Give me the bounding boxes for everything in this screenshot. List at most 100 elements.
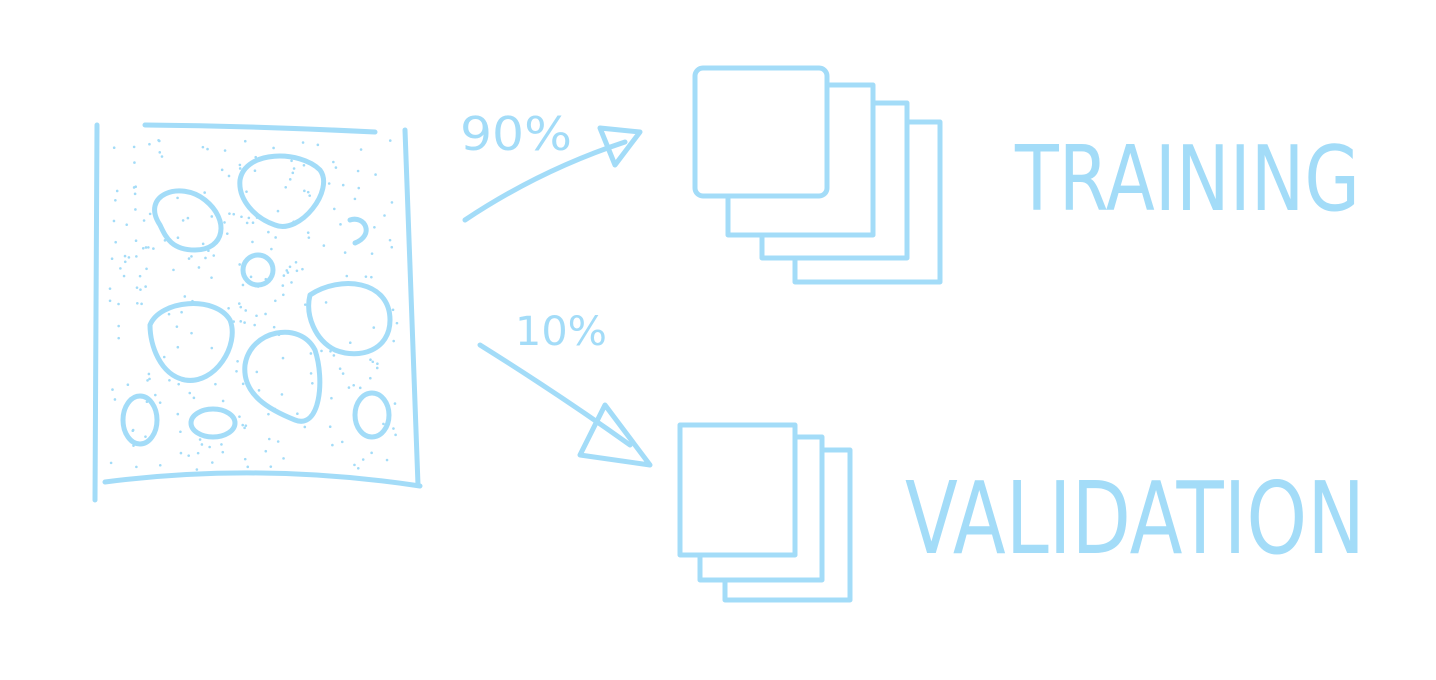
dot [201,145,205,149]
dot [114,240,117,244]
dot [147,372,151,376]
dot [243,321,246,324]
dot [245,190,248,193]
dot [264,449,268,453]
dot [152,247,155,250]
dot [290,159,293,163]
dot [210,215,214,218]
dot [241,283,245,287]
dot [175,325,179,328]
dot [122,274,126,278]
dot [356,169,360,173]
dot [179,451,183,455]
dot [264,312,267,316]
dot [117,336,121,340]
dot [204,256,207,260]
dot [133,161,136,164]
dot [269,465,273,468]
dot [115,189,119,193]
dot [135,286,139,289]
dot [135,465,138,469]
dot [370,252,374,255]
dot [274,236,277,239]
dot [241,382,245,386]
dot [227,306,230,310]
dot [306,190,310,194]
dot [142,219,146,222]
dot [243,457,247,461]
dot [394,433,397,437]
dot [373,225,376,229]
dot [210,276,213,279]
dot [154,393,157,397]
box-edge [92,122,100,503]
blob [347,216,369,246]
dot [348,341,352,345]
arrow-validation [477,342,653,468]
dot [255,370,259,374]
dot [281,356,285,360]
dot [188,391,192,395]
dot [302,163,306,167]
dot [388,238,392,242]
dot [375,366,379,370]
dot [371,360,375,364]
dot [338,367,342,371]
dot [187,454,190,457]
dot [291,171,295,175]
dot [316,143,320,147]
dot [232,212,236,216]
dot [251,221,255,225]
arrow-head [597,125,643,168]
dot [251,240,254,244]
dot [383,214,386,217]
dot [331,443,334,447]
dot [281,284,285,287]
percent-label: 10% [515,309,607,355]
dot [186,216,190,220]
dot [131,429,135,433]
dot [295,269,299,273]
dot [177,382,180,386]
dot [369,376,372,380]
blob [152,188,224,253]
dot [272,325,276,329]
dot [123,260,127,264]
dot [126,383,130,387]
dot [286,271,290,274]
dot [253,323,256,327]
dot [240,215,243,219]
dot [267,230,270,234]
dot [393,402,397,405]
dot [221,399,225,403]
dot [227,174,231,178]
blob [237,153,327,229]
dot [179,430,182,434]
box-edge [402,127,421,488]
dot [114,198,117,202]
dot [123,254,127,258]
dot [141,246,145,250]
dot [285,269,289,272]
dot [282,274,286,277]
dot [112,146,116,149]
dot [353,197,357,201]
dot [306,231,310,234]
dot [267,412,270,416]
blob [147,301,235,383]
dot [301,267,304,271]
blob [120,393,160,447]
dot [158,139,161,143]
set-label: TRAINING [1014,127,1360,232]
dot [138,274,142,278]
dot [391,308,395,312]
dot [134,239,138,243]
dot [158,151,162,154]
dot [221,450,225,454]
arrow-head [577,402,653,468]
dot [198,438,202,441]
dot [320,349,323,353]
dot [370,451,373,455]
dot [147,246,150,249]
